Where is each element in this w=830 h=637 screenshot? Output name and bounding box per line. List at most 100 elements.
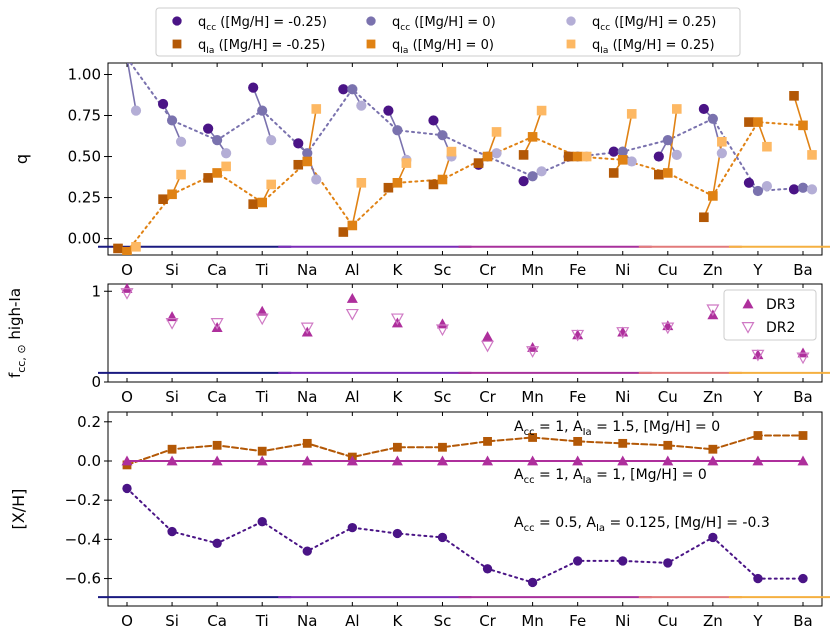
legend-label: qIa​ ([Mg/H] = 0.25) [592,38,715,56]
xh-point [121,455,133,466]
fcc-point [572,329,584,340]
fcc-point [120,288,134,300]
q-point [743,177,755,188]
q-point [113,243,123,254]
fcc-point [571,329,585,342]
q-point [392,177,403,188]
xh-point [393,442,402,452]
q-point [266,179,276,190]
x-tick-label: Ca [207,612,227,630]
fcc-point [255,313,269,326]
x-tick-label: Zn [703,261,723,279]
x-tick-label: Ba [793,261,812,279]
q-point [653,151,664,162]
q-point [708,191,718,201]
q-point [428,115,439,126]
q-point [203,173,213,183]
xh-point [572,455,584,466]
x-tick-label: Y [752,388,763,406]
q-point [752,185,764,197]
y-axis-label: [X/H] [9,489,28,530]
x-tick-label: Ca [207,388,227,406]
q-point [302,148,313,159]
q-point [788,184,800,195]
q-point [166,115,178,126]
fcc-point [752,349,764,360]
fcc-point [482,331,494,342]
x-tick-label: O [121,612,133,630]
xh-point [708,532,718,543]
x-tick-label: Zn [703,612,723,630]
q-point [744,117,754,127]
series-annotation-part: = 0.5, A [535,515,597,531]
q-point [257,105,268,116]
legend-label: qcc​ ([Mg/H] = 0.25) [592,15,716,33]
series-annotation-part: = 1, [Mg/H] = 0 [592,467,707,483]
q-point [572,151,583,162]
legend-label-part: ([Mg/H] = -0.25) [214,38,325,53]
q-point [671,149,682,160]
q-point [157,98,169,110]
q-point [608,146,619,157]
xh-point [482,455,494,466]
xh-point [527,577,538,588]
y-tick-label: 0.2 [77,413,101,431]
x-tick-label: Ni [615,261,630,279]
x-tick-label: Ti [255,612,269,630]
x-tick-label: Ba [793,388,812,406]
x-tick-label: Ni [615,612,630,630]
legend-box [155,7,741,57]
x-tick-label: Ca [207,261,227,279]
xh-point [346,455,358,466]
q-point [806,184,818,195]
y-tick-label: −0.4 [65,530,101,548]
legend-label-part: q [198,15,206,30]
x-tick-label: K [392,261,403,279]
q-point [311,174,322,185]
y-axis-label: fcc, ⊙​ high-Ia [6,288,28,378]
mid-legend-label: DR2 [766,320,795,336]
series-annotation-subscript: cc [524,475,535,486]
x-tick-label: Cu [658,612,678,630]
xh-point [483,436,492,446]
q-point [663,168,673,178]
q-point [338,227,349,237]
metallicity-segment [127,63,137,111]
y-axis-label: q [12,154,31,164]
legend-label-part: ([Mg/H] = 0.25) [608,38,714,53]
plot-frame [107,62,823,256]
xh-point [257,446,267,456]
q-point [662,135,673,146]
fcc-point [165,318,179,330]
x-tick-label: Al [345,612,359,630]
legend-label-part: ([Mg/H] = -0.25) [216,15,327,30]
q-point [221,148,232,159]
series-annotation-subscript: cc [524,427,535,438]
fcc-point [166,311,178,322]
legend-marker [566,16,576,26]
series-annotation: Acc​ = 1, AIa​ = 1, [Mg/H] = 0 [514,467,707,486]
series-annotation-part: A [514,467,524,483]
q-point [626,156,637,167]
x-tick-label: Fe [569,261,586,279]
fcc-point [391,317,403,328]
legend-label: qcc​ ([Mg/H] = -0.25) [198,15,327,33]
q-point [158,194,168,205]
fcc-point [436,318,448,329]
q-point [257,197,267,208]
plot-frame [107,411,823,607]
xh-point [302,438,312,448]
y-tick-label: 0.0 [77,452,101,470]
q-point [338,84,349,95]
x-tick-label: Sc [434,261,452,279]
xh-series-line [126,487,804,584]
q-point [347,84,358,95]
q-point [789,91,799,101]
x-tick-label: Na [297,261,317,279]
plot-frame [107,283,823,383]
x-tick-label: Mn [521,261,543,279]
y-axis-label-subscript: cc, ⊙ [15,344,28,372]
legend-label-part: ([Mg/H] = 0.25) [610,15,716,30]
q-point [125,63,129,64]
x-tick-label: K [392,612,403,630]
